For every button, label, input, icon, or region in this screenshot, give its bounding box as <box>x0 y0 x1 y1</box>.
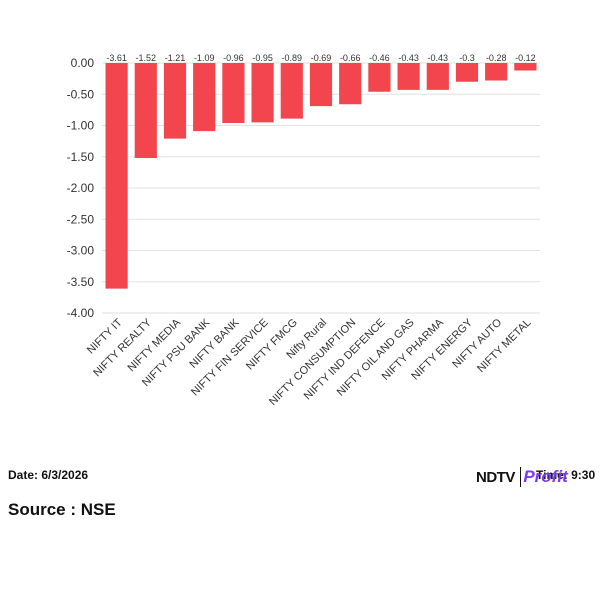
y-tick-label: -4.00 <box>67 306 95 320</box>
bars <box>105 63 537 289</box>
data-labels: -3.61 -1.52 -1.21 -1.09 -0.96 -0.95 -0.89 -0.69… <box>106 53 535 63</box>
data-label: -0.89 <box>282 53 303 63</box>
bar <box>455 63 479 82</box>
bar <box>514 63 537 71</box>
data-label: -0.66 <box>340 53 361 63</box>
data-label: -0.95 <box>252 53 273 63</box>
data-label: -0.43 <box>398 53 419 63</box>
source-label: Source : NSE <box>8 500 116 519</box>
data-label: -0.43 <box>428 53 449 63</box>
bar <box>339 63 362 105</box>
bar <box>368 63 391 92</box>
bar <box>309 63 333 107</box>
y-tick-label: -3.50 <box>67 275 95 289</box>
bar <box>426 63 449 90</box>
y-axis-ticks: 0.00 -0.50 -1.00 -1.50 -2.00 -2.50 -3.00 -3.50 -… <box>67 56 95 320</box>
data-label: -1.52 <box>136 53 157 63</box>
bar <box>485 63 508 81</box>
x-tick-label: NIFTY METAL <box>475 317 533 375</box>
data-label: -3.61 <box>106 53 127 63</box>
logo-divider <box>519 467 522 487</box>
bar <box>163 63 187 139</box>
y-tick-label: -0.50 <box>67 87 95 101</box>
data-label: -1.09 <box>194 53 215 63</box>
time-label: Time: 9:30 <box>536 468 596 482</box>
y-tick-label: -3.00 <box>67 244 95 258</box>
ndtv-profit-logo: NDTV Profit <box>476 466 568 488</box>
data-label: -0.28 <box>486 53 507 63</box>
logo-profit-text: Profit <box>523 467 568 486</box>
date-label: Date: 6/3/2026 <box>8 468 89 482</box>
bar <box>280 63 303 119</box>
data-label: -0.46 <box>369 53 390 63</box>
bar <box>105 63 128 289</box>
data-label: -0.3 <box>459 53 475 63</box>
data-label: -0.96 <box>223 53 244 63</box>
bar <box>134 63 157 158</box>
y-tick-label: -1.50 <box>67 150 95 164</box>
bar <box>193 63 216 132</box>
bar-chart: 0.00 -0.50 -1.00 -1.50 -2.00 -2.50 -3.00 -3.50 -… <box>67 53 540 408</box>
data-label: -0.12 <box>515 53 536 63</box>
y-tick-label: -1.00 <box>67 119 95 133</box>
y-tick-label: -2.50 <box>67 212 95 226</box>
data-label: -0.69 <box>311 53 332 63</box>
bar <box>251 63 274 123</box>
bar <box>222 63 245 123</box>
y-tick-label: -2.00 <box>67 181 95 195</box>
bar <box>397 63 420 90</box>
y-tick-label: 0.00 <box>71 56 95 70</box>
logo-ndtv-text: NDTV <box>476 468 515 486</box>
data-label: -1.21 <box>165 53 186 63</box>
